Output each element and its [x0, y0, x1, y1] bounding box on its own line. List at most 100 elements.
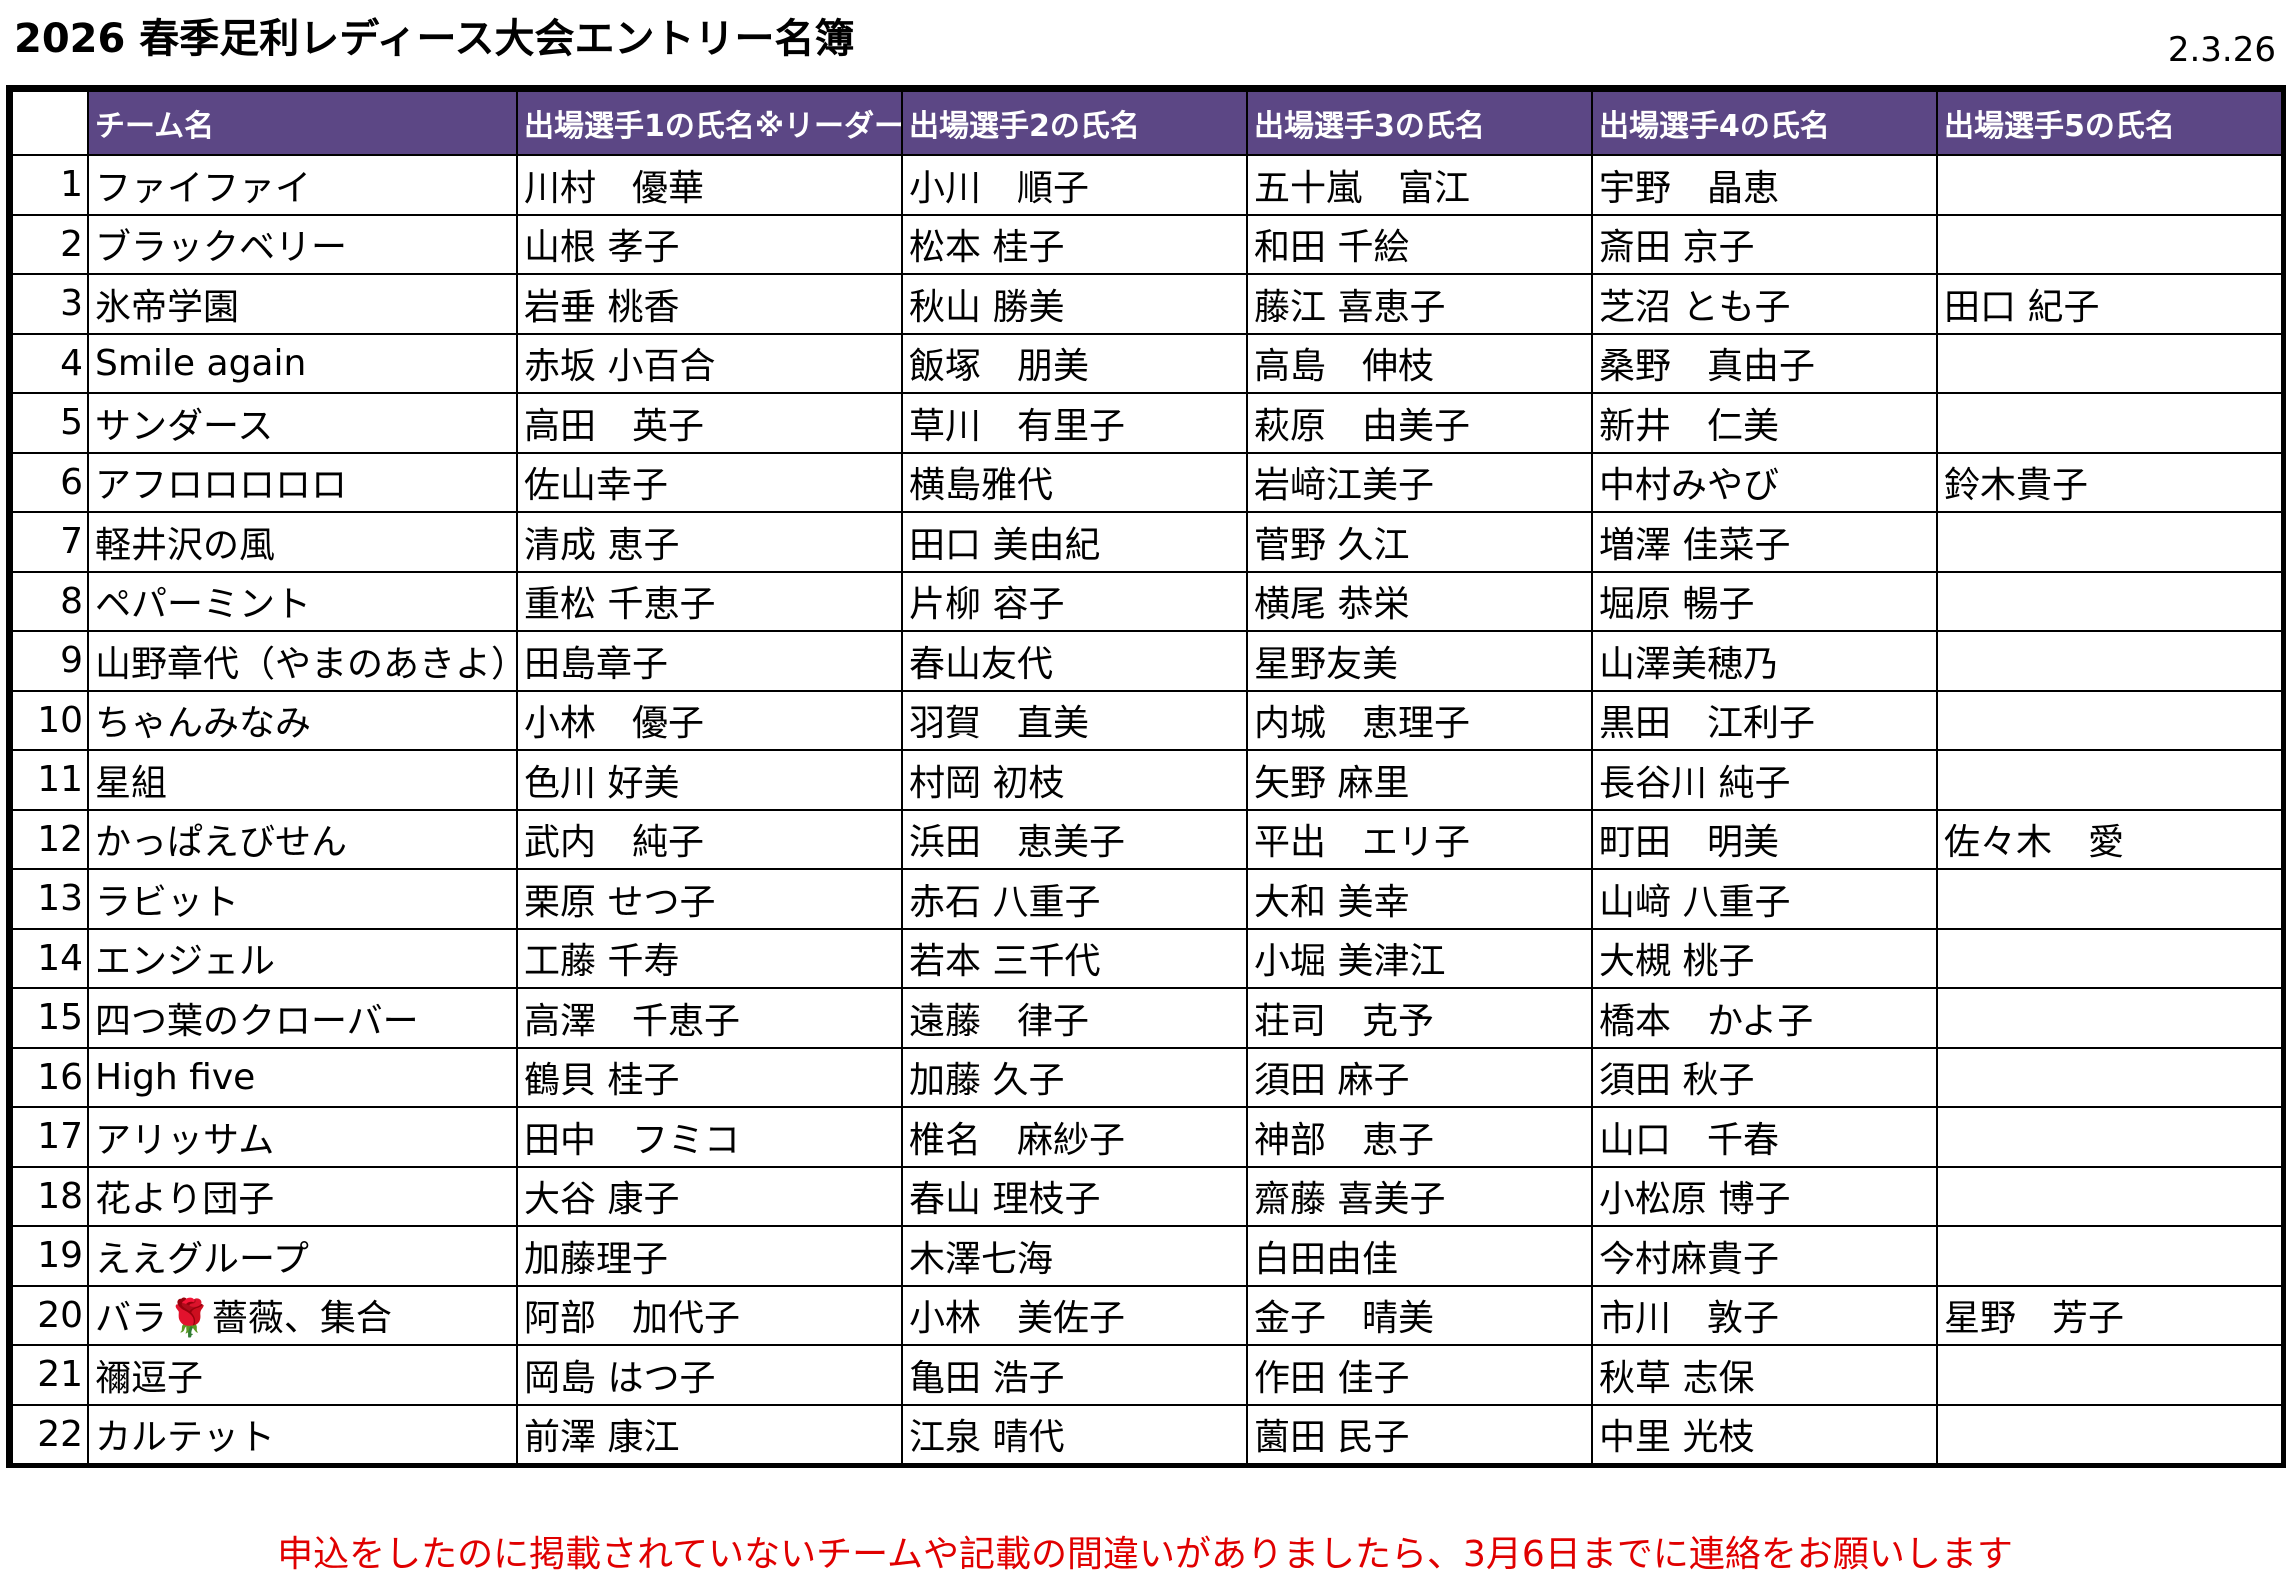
player-1-cell: 岡島 はつ子 [516, 1344, 903, 1406]
player-1-cell: 高田 英子 [516, 392, 903, 454]
team-name-cell: 禰逗子 [87, 1344, 518, 1406]
table-row: 9 山野章代（やまのあきよ） 田島章子 春山友代 星野友美 山澤美穂乃 [11, 630, 2283, 692]
table-body: 1 ファイファイ 川村 優華 小川 順子 五十嵐 富江 宇野 晶恵 2 ブラックベリー 山根 孝… [11, 154, 2283, 1465]
player-1-cell: 高澤 千恵子 [516, 987, 903, 1049]
player-3-cell: 神部 恵子 [1246, 1106, 1593, 1168]
player-4-cell: 山口 千春 [1591, 1106, 1938, 1168]
player-1-cell: 鶴貝 桂子 [516, 1046, 903, 1108]
player-4-cell: 町田 明美 [1591, 808, 1938, 870]
player-4-cell: 芝沼 とも子 [1591, 273, 1938, 335]
header-row: チーム名 出場選手1の氏名※リーダー 出場選手2の氏名 出場選手3の氏名 出場選… [11, 90, 2283, 156]
row-number-cell: 22 [11, 1403, 89, 1465]
player-2-cell: 加藤 久子 [901, 1046, 1248, 1108]
player-3-cell: 星野友美 [1246, 630, 1593, 692]
player-1-cell: 武内 純子 [516, 808, 903, 870]
table-row: 5 サンダース 高田 英子 草川 有里子 萩原 由美子 新井 仁美 [11, 392, 2283, 454]
team-name-cell: ラビット [87, 868, 518, 930]
player-4-cell: 須田 秋子 [1591, 1046, 1938, 1108]
player-3-cell: 平出 エリ子 [1246, 808, 1593, 870]
player-5-cell: 鈴木貴子 [1936, 451, 2283, 513]
team-name-cell: ファイファイ [87, 154, 518, 216]
player-2-cell: 草川 有里子 [901, 392, 1248, 454]
player-5-cell [1936, 213, 2283, 275]
team-name-cell: アリッサム [87, 1106, 518, 1168]
team-name-cell: バラ🌹薔薇、集合 [87, 1284, 518, 1346]
team-name-cell: ちゃんみなみ [87, 689, 518, 751]
row-number-cell: 8 [11, 570, 89, 632]
player-2-cell: 松本 桂子 [901, 213, 1248, 275]
player-1-cell: 加藤理子 [516, 1225, 903, 1287]
row-number-cell: 6 [11, 451, 89, 513]
player-1-cell: 田島章子 [516, 630, 903, 692]
player-3-cell: 薗田 民子 [1246, 1403, 1593, 1465]
player-2-cell: 若本 三千代 [901, 927, 1248, 989]
player-2-cell: 片柳 容子 [901, 570, 1248, 632]
team-name-cell: 四つ葉のクローバー [87, 987, 518, 1049]
player-5-cell [1936, 1165, 2283, 1227]
page-title: 2026 春季足利レディース大会エントリー名簿 [14, 16, 855, 62]
player-5-cell [1936, 630, 2283, 692]
player-4-cell: 桑野 真由子 [1591, 332, 1938, 394]
team-name-cell: アフロロロロロ [87, 451, 518, 513]
player-1-cell: 岩垂 桃香 [516, 273, 903, 335]
player-5-cell [1936, 511, 2283, 573]
team-name-cell: 軽井沢の風 [87, 511, 518, 573]
row-number-cell: 14 [11, 927, 89, 989]
player-3-cell: 荘司 克予 [1246, 987, 1593, 1049]
player-3-cell: 齋藤 喜美子 [1246, 1165, 1593, 1227]
player-3-cell: 菅野 久江 [1246, 511, 1593, 573]
player-3-cell: 横尾 恭栄 [1246, 570, 1593, 632]
player-2-cell: 木澤七海 [901, 1225, 1248, 1287]
player-5-cell [1936, 392, 2283, 454]
player-3-cell: 矢野 麻里 [1246, 749, 1593, 811]
player-4-cell: 大槻 桃子 [1591, 927, 1938, 989]
player-4-cell: 宇野 晶恵 [1591, 154, 1938, 216]
team-name-cell: カルテット [87, 1403, 518, 1465]
player-5-cell [1936, 689, 2283, 751]
player-4-cell: 山﨑 八重子 [1591, 868, 1938, 930]
player-5-cell: 佐々木 愛 [1936, 808, 2283, 870]
table-row: 1 ファイファイ 川村 優華 小川 順子 五十嵐 富江 宇野 晶恵 [11, 154, 2283, 216]
player-3-cell: 小堀 美津江 [1246, 927, 1593, 989]
header-team-name: チーム名 [87, 90, 518, 156]
team-name-cell: 花より団子 [87, 1165, 518, 1227]
table-row: 18 花より団子 大谷 康子 春山 理枝子 齋藤 喜美子 小松原 博子 [11, 1165, 2283, 1227]
row-number-cell: 17 [11, 1106, 89, 1168]
player-1-cell: 佐山幸子 [516, 451, 903, 513]
team-name-cell: 星組 [87, 749, 518, 811]
player-4-cell: 今村麻貴子 [1591, 1225, 1938, 1287]
document-date: 2.3.26 [2167, 30, 2276, 70]
player-2-cell: 田口 美由紀 [901, 511, 1248, 573]
table-row: 15 四つ葉のクローバー 高澤 千恵子 遠藤 律子 荘司 克予 橋本 かよ子 [11, 987, 2283, 1049]
player-4-cell: 増澤 佳菜子 [1591, 511, 1938, 573]
entry-table-frame: チーム名 出場選手1の氏名※リーダー 出場選手2の氏名 出場選手3の氏名 出場選… [6, 85, 2286, 1468]
row-number-cell: 1 [11, 154, 89, 216]
table-row: 13 ラビット 栗原 せつ子 赤石 八重子 大和 美幸 山﨑 八重子 [11, 868, 2283, 930]
player-4-cell: 堀原 暢子 [1591, 570, 1938, 632]
player-2-cell: 小林 美佐子 [901, 1284, 1248, 1346]
player-1-cell: 山根 孝子 [516, 213, 903, 275]
row-number-cell: 3 [11, 273, 89, 335]
player-2-cell: 椎名 麻紗子 [901, 1106, 1248, 1168]
player-1-cell: 小林 優子 [516, 689, 903, 751]
row-number-cell: 11 [11, 749, 89, 811]
table-row: 14 エンジェル 工藤 千寿 若本 三千代 小堀 美津江 大槻 桃子 [11, 927, 2283, 989]
player-3-cell: 作田 佳子 [1246, 1344, 1593, 1406]
player-5-cell [1936, 154, 2283, 216]
player-1-cell: 赤坂 小百合 [516, 332, 903, 394]
team-name-cell: ええグループ [87, 1225, 518, 1287]
player-2-cell: 春山友代 [901, 630, 1248, 692]
player-3-cell: 岩﨑江美子 [1246, 451, 1593, 513]
row-number-cell: 12 [11, 808, 89, 870]
player-3-cell: 萩原 由美子 [1246, 392, 1593, 454]
row-number-cell: 10 [11, 689, 89, 751]
player-4-cell: 山澤美穂乃 [1591, 630, 1938, 692]
row-number-cell: 2 [11, 213, 89, 275]
player-5-cell [1936, 1046, 2283, 1108]
player-1-cell: 田中 フミコ [516, 1106, 903, 1168]
team-name-cell: 氷帝学園 [87, 273, 518, 335]
player-5-cell [1936, 749, 2283, 811]
player-3-cell: 金子 晴美 [1246, 1284, 1593, 1346]
header-player-1: 出場選手1の氏名※リーダー [516, 90, 903, 156]
table-row: 3 氷帝学園 岩垂 桃香 秋山 勝美 藤江 喜恵子 芝沼 とも子 田口 紀子 [11, 273, 2283, 335]
